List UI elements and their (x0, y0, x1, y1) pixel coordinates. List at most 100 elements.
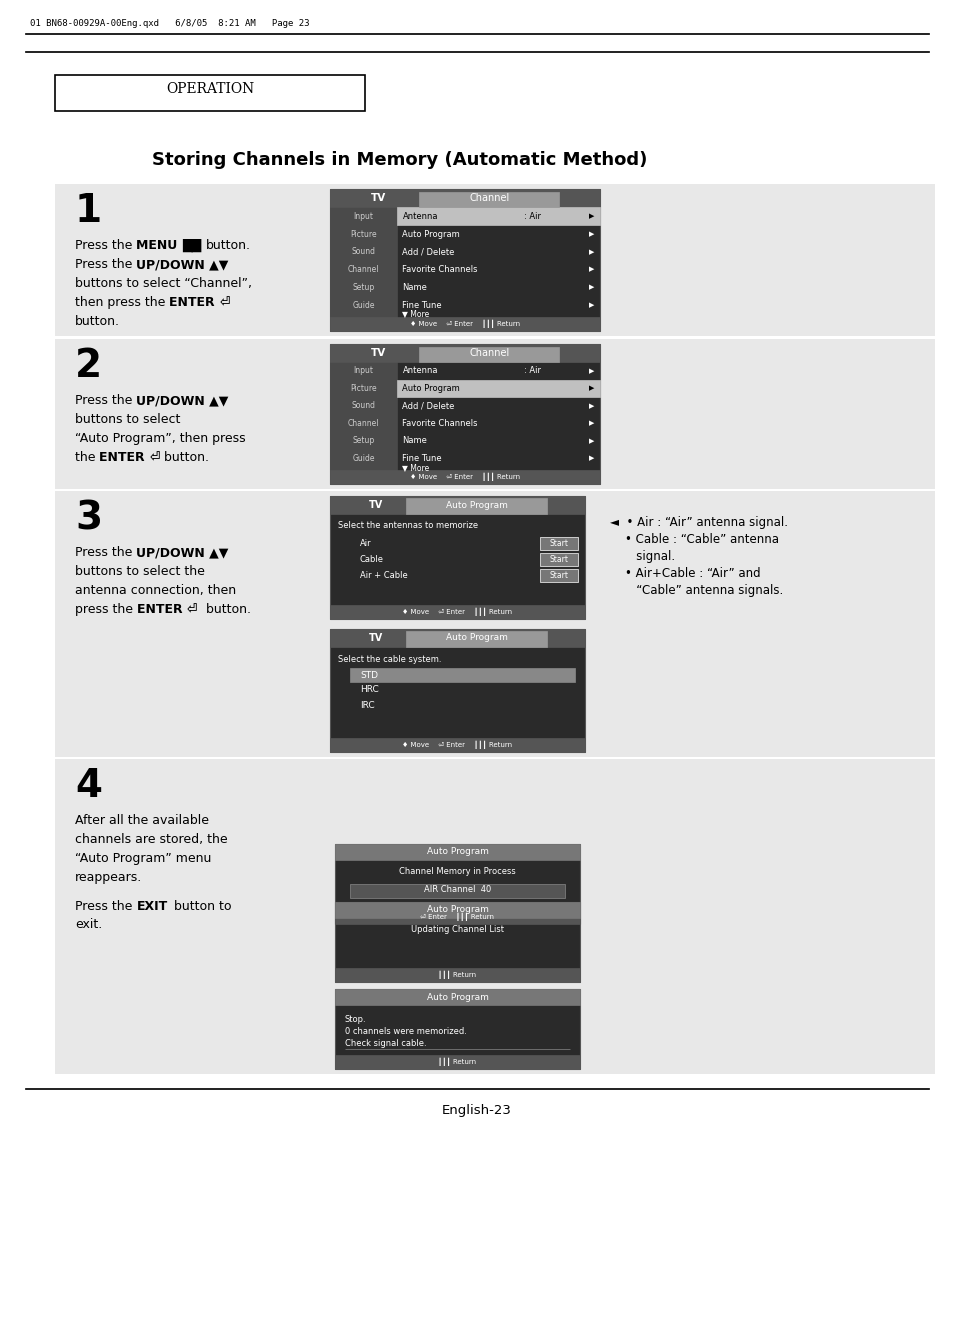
Text: buttons to select: buttons to select (75, 413, 180, 427)
Text: ┃┃┃ Return: ┃┃┃ Return (438, 1058, 476, 1066)
Text: ▶: ▶ (589, 368, 594, 373)
Text: Auto Program: Auto Program (402, 230, 459, 239)
Text: Picture: Picture (350, 230, 376, 239)
Text: ♦ Move    ⏎ Enter    ┃┃┃ Return: ♦ Move ⏎ Enter ┃┃┃ Return (402, 740, 512, 750)
Bar (330, 496, 584, 514)
Text: ┃┃┃ Return: ┃┃┃ Return (438, 971, 476, 979)
Text: button.: button. (160, 451, 209, 464)
Bar (350, 668, 575, 682)
Bar (335, 989, 579, 1069)
Text: ▶: ▶ (589, 267, 594, 272)
Text: • Air+Cable : “Air” and: • Air+Cable : “Air” and (609, 567, 760, 579)
Text: ♦ Move    ⏎ Enter    ┃┃┃ Return: ♦ Move ⏎ Enter ┃┃┃ Return (402, 607, 512, 617)
Text: Stop.: Stop. (345, 1014, 366, 1023)
Text: 3: 3 (75, 498, 102, 537)
Bar (330, 738, 584, 752)
Text: : Air: : Air (524, 367, 541, 376)
Text: TV: TV (369, 500, 382, 510)
Bar (335, 1055, 579, 1069)
Bar (406, 498, 546, 514)
Text: buttons to select “Channel”,: buttons to select “Channel”, (75, 276, 252, 290)
Text: ⏎ Enter    ┃┃┃ Return: ⏎ Enter ┃┃┃ Return (420, 913, 494, 921)
Text: Favorite Channels: Favorite Channels (402, 419, 477, 428)
Text: Select the cable system.: Select the cable system. (337, 654, 441, 663)
Text: buttons to select the: buttons to select the (75, 565, 205, 578)
Bar (397, 207, 599, 225)
Bar (55, 490, 934, 758)
Text: then press the: then press the (75, 296, 170, 310)
Text: Auto Program: Auto Program (445, 501, 507, 509)
Text: Storing Channels in Memory (Automatic Method): Storing Channels in Memory (Automatic Me… (152, 152, 647, 169)
Text: reappears.: reappears. (75, 870, 142, 884)
Text: Guide: Guide (352, 300, 375, 310)
Bar (418, 347, 558, 363)
Bar (330, 207, 397, 331)
Text: UP/DOWN ▲▼: UP/DOWN ▲▼ (136, 393, 229, 407)
Text: Antenna: Antenna (402, 211, 437, 221)
Text: Start: Start (549, 540, 568, 549)
Text: Sound: Sound (352, 247, 375, 256)
Text: English-23: English-23 (441, 1104, 512, 1116)
Text: Setup: Setup (353, 436, 375, 445)
Text: Setup: Setup (353, 283, 375, 292)
Bar (350, 884, 564, 898)
Text: Fine Tune: Fine Tune (402, 455, 441, 462)
Text: EXIT: EXIT (137, 900, 168, 913)
Text: Input: Input (354, 367, 374, 376)
Text: Channel: Channel (348, 419, 379, 428)
Text: Press the: Press the (75, 393, 136, 407)
Text: button to: button to (170, 900, 232, 913)
Text: ▶: ▶ (589, 456, 594, 461)
Text: ▶: ▶ (589, 302, 594, 308)
Bar (406, 631, 546, 647)
Bar (330, 189, 599, 331)
Text: TV: TV (371, 193, 386, 203)
Bar (330, 496, 584, 619)
Bar (335, 968, 579, 982)
Text: TV: TV (371, 348, 386, 358)
Bar (55, 183, 934, 336)
Bar (335, 902, 579, 918)
Text: Channel: Channel (348, 264, 379, 274)
Text: UP/DOWN ▲▼: UP/DOWN ▲▼ (136, 546, 229, 560)
Bar (335, 844, 579, 924)
Bar (539, 553, 578, 566)
Text: Updating Channel List: Updating Channel List (411, 925, 503, 934)
Text: Press the: Press the (75, 900, 136, 913)
Text: Picture: Picture (350, 384, 376, 393)
Text: 4: 4 (75, 767, 102, 805)
Text: ♦ Move    ⏎ Enter    ┃┃┃ Return: ♦ Move ⏎ Enter ┃┃┃ Return (410, 320, 519, 328)
Bar (539, 537, 578, 550)
Text: ▼ More: ▼ More (402, 462, 429, 472)
Text: 0 channels were memorized.: 0 channels were memorized. (345, 1026, 466, 1035)
Bar (330, 344, 599, 484)
Text: Channel: Channel (469, 193, 509, 203)
Text: Add / Delete: Add / Delete (402, 401, 455, 411)
Text: “Cable” antenna signals.: “Cable” antenna signals. (609, 583, 782, 597)
Text: After all the available: After all the available (75, 813, 209, 827)
Text: MENU: MENU (136, 239, 182, 253)
Text: Check signal cable.: Check signal cable. (345, 1038, 426, 1047)
Bar (55, 759, 934, 1074)
Text: ▶: ▶ (589, 284, 594, 290)
Bar (55, 339, 934, 489)
Text: ENTER: ENTER (170, 296, 219, 310)
Text: OPERATION: OPERATION (166, 82, 253, 96)
Bar (330, 363, 397, 484)
Text: Antenna: Antenna (402, 367, 437, 376)
Text: IRC: IRC (359, 700, 375, 710)
Text: AIR Channel  40: AIR Channel 40 (423, 885, 491, 894)
Text: ◄  • Air : “Air” antenna signal.: ◄ • Air : “Air” antenna signal. (609, 516, 787, 529)
Text: Auto Program: Auto Program (402, 384, 459, 393)
Text: ▶: ▶ (589, 249, 594, 255)
Bar (335, 902, 579, 982)
Text: ⏎: ⏎ (150, 451, 160, 464)
Text: Auto Program: Auto Program (426, 993, 488, 1002)
Text: Press the: Press the (75, 546, 136, 560)
Text: Auto Program: Auto Program (426, 848, 488, 856)
Text: Cable: Cable (359, 556, 384, 565)
Bar (330, 629, 584, 647)
Text: ▶: ▶ (589, 403, 594, 409)
Text: ⏎: ⏎ (187, 603, 197, 617)
Text: ⏎: ⏎ (219, 296, 230, 310)
